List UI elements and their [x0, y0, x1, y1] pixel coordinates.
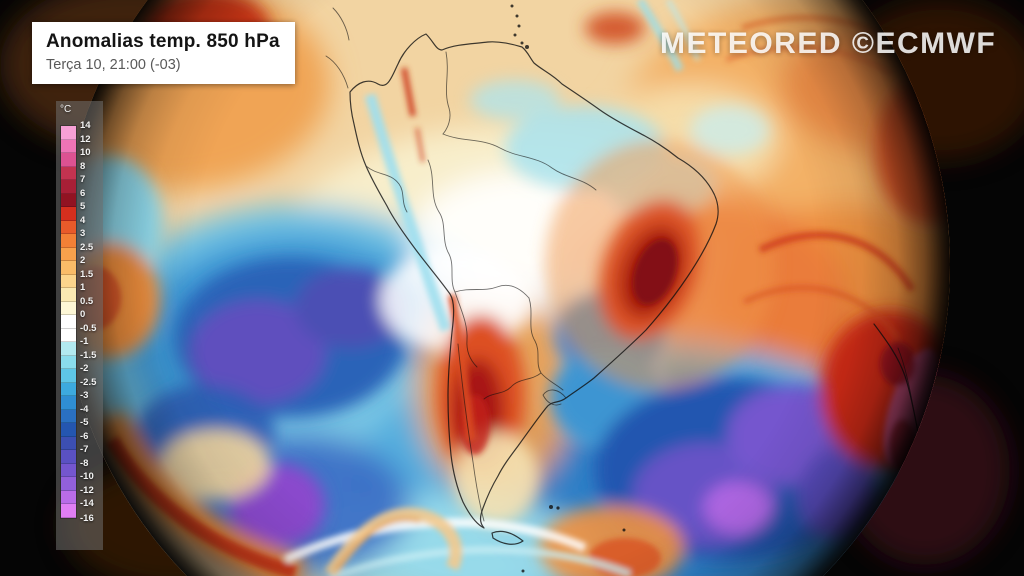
legend-tick-label: 2	[80, 255, 86, 266]
legend-band: -2	[61, 363, 88, 383]
legend-band: 0	[61, 309, 85, 329]
legend-band: 1.5	[61, 269, 93, 288]
legend-band: -8	[61, 458, 88, 477]
legend-band: -4	[61, 404, 88, 423]
legend-band: 2.5	[61, 242, 93, 261]
legend-tick-label: 12	[80, 133, 91, 145]
legend-unit-label: °C	[60, 104, 72, 115]
legend-band: 5	[61, 201, 85, 221]
legend-tick-label: -10	[80, 471, 94, 482]
legend-band: -6	[61, 431, 88, 450]
legend-band: -1.5	[61, 350, 96, 369]
legend-band: -2.5	[61, 377, 96, 396]
legend-tick-label: -5	[80, 417, 89, 428]
legend-tick-label: -16	[80, 512, 94, 524]
legend-tick-label: 6	[80, 187, 86, 199]
legend-tick-label: 1.5	[80, 268, 94, 280]
legend-tick-label: -2.5	[80, 376, 97, 388]
legend-tick-label: -1.5	[80, 349, 97, 361]
legend-band: -7	[61, 444, 88, 464]
legend-tick-label: -3	[80, 390, 89, 401]
legend-band: 14	[61, 120, 91, 140]
legend-band: -10	[61, 471, 94, 491]
legend-tick-label: -2	[80, 363, 89, 374]
legend-tick-label: -14	[80, 498, 94, 509]
legend-tick-label: 4	[80, 214, 86, 226]
legend-tick-label: 14	[80, 120, 91, 131]
legend-band: 1	[61, 282, 85, 302]
legend-band: -5	[61, 417, 88, 437]
legend-bar: 14 12 10 8 7 6 5 4 3 2.5 2 1.5 1 0.5 0 -0.5 -1 -1.5 -2 -2.5…	[60, 120, 96, 524]
globe-limb-shading	[60, 0, 950, 576]
legend-tick-label: 1	[80, 282, 86, 293]
legend-tick-label: 10	[80, 147, 91, 158]
legend-tick-label: 3	[80, 228, 86, 239]
legend-tick-label: -0.5	[80, 322, 97, 334]
legend-tick-label: -12	[80, 484, 94, 496]
map-title: Anomalias temp. 850 hPa	[46, 31, 280, 52]
legend-band: 2	[61, 255, 85, 275]
legend-panel: °C 14 12 10 8 7 6 5 4 3 2.5 2 1.5 1 0.5 0 -0.5 -1 -1.5 -2 -…	[56, 101, 103, 550]
legend-tick-label: 0.5	[80, 295, 94, 307]
legend-band: 0.5	[61, 296, 93, 315]
legend-band: -14	[61, 498, 94, 518]
legend-band: 7	[61, 174, 85, 194]
title-card: Anomalias temp. 850 hPa Terça 10, 21:00 …	[32, 22, 295, 85]
map-timestamp: Terça 10, 21:00 (-03)	[46, 56, 181, 73]
legend-band: -1	[61, 336, 88, 356]
legend-band: 6	[61, 188, 85, 207]
legend-band: 4	[61, 215, 85, 234]
legend-band: -0.5	[61, 323, 96, 342]
legend-tick-label: 5	[80, 201, 86, 212]
legend-band: 10	[61, 147, 91, 167]
brand-watermark: METEORED ©ECMWF	[660, 27, 997, 60]
legend-tick-label: 2.5	[80, 241, 94, 253]
legend-tick-label: 8	[80, 160, 86, 172]
legend-tick-label: 0	[80, 309, 86, 320]
legend-band: -3	[61, 390, 88, 410]
legend-band: -12	[61, 485, 94, 504]
legend-tick-label: 7	[80, 174, 86, 185]
legend-tick-label: -1	[80, 336, 89, 347]
legend-band: 3	[61, 228, 85, 248]
legend-tick-label: -6	[80, 430, 89, 442]
legend-tick-label: -7	[80, 444, 89, 455]
legend-tick-label: -8	[80, 457, 89, 469]
legend-band: 12	[61, 134, 91, 153]
legend-tick-label: -4	[80, 403, 89, 415]
legend-band: 8	[61, 161, 85, 180]
